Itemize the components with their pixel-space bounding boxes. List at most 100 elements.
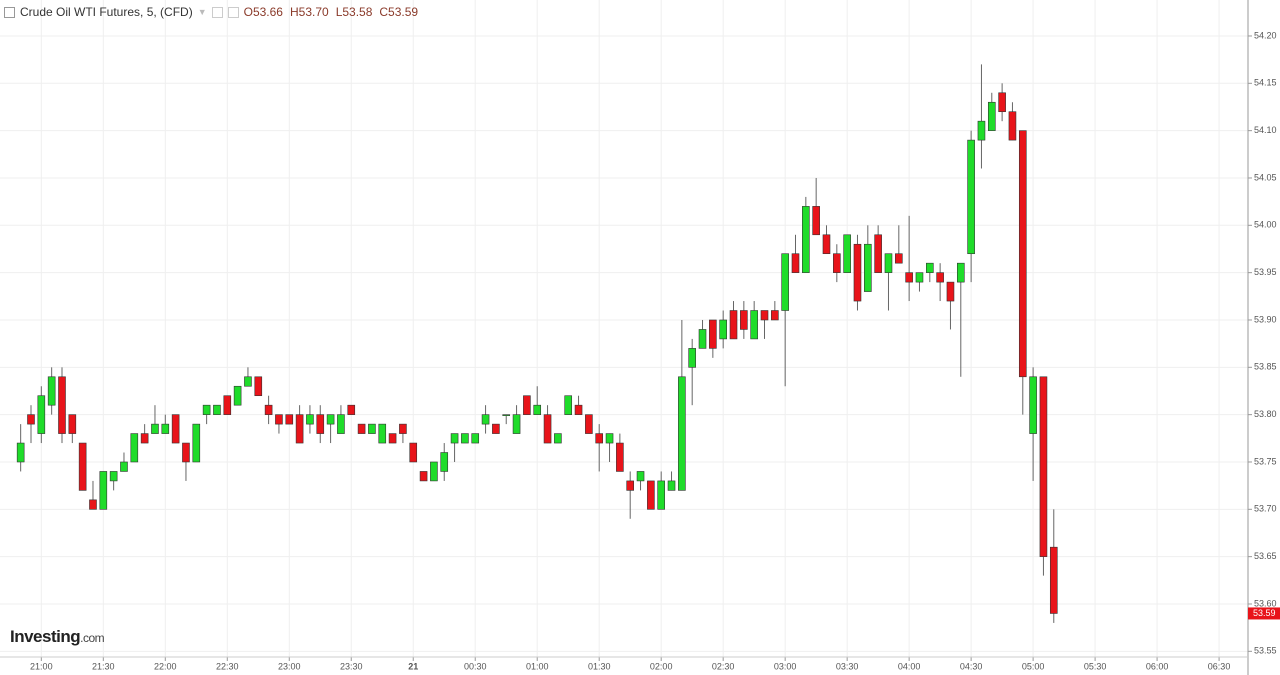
x-tick-label: 04:00 — [898, 661, 921, 671]
candle-body — [812, 206, 820, 236]
candle-body — [698, 329, 707, 349]
x-tick-label: 21:30 — [92, 661, 115, 671]
candle-body — [636, 471, 645, 482]
candle-body — [926, 262, 934, 273]
candle-body — [781, 253, 789, 311]
candle-body — [740, 310, 748, 330]
candle-body — [719, 319, 727, 340]
candle-body — [337, 414, 345, 434]
candle-body — [254, 376, 263, 397]
candle-body — [864, 243, 872, 292]
candle-body — [688, 348, 696, 368]
x-tick-label: 05:30 — [1084, 661, 1107, 671]
candle-body — [285, 414, 294, 425]
y-tick-label: 53.95 — [1254, 267, 1277, 277]
candle-body — [956, 262, 965, 283]
candle-body — [233, 385, 242, 406]
candles — [16, 64, 1058, 623]
y-tick-label: 53.90 — [1254, 314, 1277, 324]
x-tick-label: 02:30 — [712, 661, 735, 671]
dropdown-icon[interactable]: ▼ — [197, 7, 207, 17]
candle-body — [512, 414, 521, 434]
candle-body — [554, 433, 562, 444]
candle-body — [853, 243, 862, 302]
candle-body — [430, 461, 438, 482]
candle-body — [1018, 130, 1027, 378]
candle-body — [626, 480, 634, 491]
candle-body — [192, 423, 201, 463]
x-tick-label: 22:00 — [154, 661, 177, 671]
candle-body — [151, 423, 159, 434]
last-price-marker — [1248, 607, 1280, 620]
y-tick-label: 54.00 — [1254, 220, 1277, 230]
candle-body — [523, 395, 531, 415]
high-label: H53.70 — [289, 5, 329, 19]
candle-body — [564, 395, 573, 415]
candle-body — [843, 234, 851, 273]
candle-body — [202, 404, 211, 415]
collapse-icon[interactable] — [4, 6, 15, 18]
candle-body — [409, 442, 418, 463]
candle-body — [78, 442, 87, 491]
candle-body — [47, 376, 56, 406]
x-tick-label: 01:30 — [588, 661, 611, 671]
candle-body — [987, 101, 996, 131]
candle-body — [605, 433, 614, 444]
candle-body — [306, 414, 314, 425]
candle-body — [709, 319, 717, 349]
open-label: O53.66 — [243, 5, 283, 19]
candle-body — [1008, 111, 1017, 141]
y-tick-label: 53.70 — [1254, 504, 1277, 514]
y-tick-label: 53.60 — [1254, 598, 1277, 608]
candle-body — [771, 310, 779, 321]
y-tick-label: 54.20 — [1254, 30, 1277, 40]
candle-body — [419, 471, 428, 482]
watermark-suffix: .com — [80, 631, 105, 645]
candle-body — [657, 480, 665, 510]
candle-body — [357, 423, 366, 434]
candle-body — [585, 414, 593, 434]
x-tick-label: 22:30 — [216, 661, 239, 671]
candle-body — [461, 433, 469, 444]
x-tick-label: 05:00 — [1022, 661, 1045, 671]
candle-body — [678, 376, 686, 491]
candle-body — [647, 480, 655, 510]
candle-body — [89, 499, 97, 510]
settings-icon[interactable] — [211, 6, 223, 18]
candle-body — [905, 272, 913, 283]
candle-body — [967, 139, 975, 255]
candle-body — [915, 272, 924, 283]
candle-body — [977, 120, 986, 141]
y-tick-label: 54.10 — [1254, 125, 1277, 135]
header: Crude Oil WTI Futures, 5, (CFD) ▼ O53.66… — [4, 5, 420, 19]
candle-body — [481, 414, 490, 425]
candle-body — [450, 433, 459, 444]
x-tick-label: 23:00 — [278, 661, 301, 671]
candle-body — [368, 423, 376, 434]
close-icon[interactable] — [227, 6, 239, 18]
x-tick-label: 23:30 — [340, 661, 363, 671]
y-tick-label: 53.55 — [1254, 646, 1277, 656]
watermark-brand: Investing — [10, 627, 81, 646]
x-tick-label: 01:00 — [526, 661, 549, 671]
candle-body — [378, 423, 387, 444]
candle-body — [895, 253, 903, 264]
candle-body — [58, 376, 66, 434]
x-tick-label: 06:00 — [1146, 661, 1169, 671]
candle-body — [802, 206, 810, 273]
candle-body — [27, 414, 35, 425]
candle-body — [492, 423, 500, 434]
candle-body — [502, 414, 511, 416]
chart-title: Crude Oil WTI Futures, 5, (CFD) — [20, 5, 193, 19]
candle-body — [140, 433, 149, 444]
candle-body — [1049, 546, 1058, 614]
x-tick-label: 04:30 — [960, 661, 983, 671]
candle-body — [874, 234, 882, 273]
candle-body — [275, 414, 283, 425]
candle-body — [791, 253, 800, 273]
low-label: L53.58 — [335, 5, 373, 19]
close-label: C53.59 — [379, 5, 419, 19]
candle-body — [182, 442, 190, 463]
x-tick-label: 03:00 — [774, 661, 797, 671]
